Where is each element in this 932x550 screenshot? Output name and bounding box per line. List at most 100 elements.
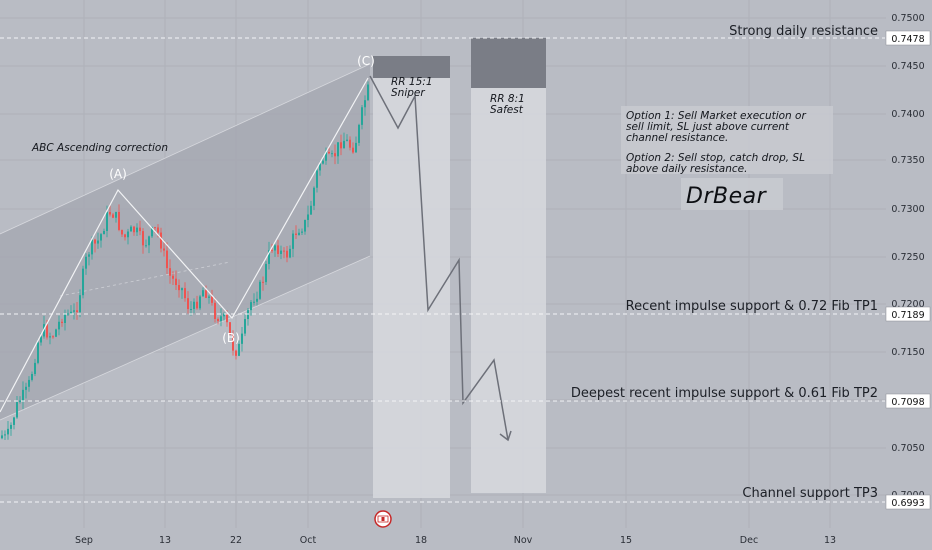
candle xyxy=(334,144,336,165)
candle xyxy=(52,335,54,339)
candle xyxy=(256,291,258,306)
abc-wave-line xyxy=(0,77,369,413)
candle xyxy=(88,251,90,266)
candle xyxy=(352,142,354,154)
options-line: Option 2: Sell stop, catch drop, SL xyxy=(626,152,805,164)
candle xyxy=(187,291,189,314)
level-label-tp2: Deepest recent impulse support & 0.61 Fi… xyxy=(571,386,878,401)
rr-safest-stop-zone xyxy=(471,38,546,88)
candle xyxy=(232,330,234,356)
time-tick-label: 18 xyxy=(415,535,427,546)
candle xyxy=(220,308,222,327)
rr-sniper-target-zone xyxy=(373,78,450,498)
candle xyxy=(4,430,6,440)
candle xyxy=(136,223,138,236)
candle xyxy=(304,219,306,235)
candle xyxy=(217,317,219,325)
candle xyxy=(289,245,291,259)
candle xyxy=(268,241,270,270)
time-tick-label: 13 xyxy=(159,535,171,546)
candle xyxy=(346,134,348,142)
candle xyxy=(301,228,303,235)
channel-upper-line xyxy=(0,63,371,235)
candle xyxy=(196,295,198,310)
time-tick-label: Oct xyxy=(300,535,317,546)
candle xyxy=(262,276,264,291)
candle xyxy=(295,225,297,240)
wave-label-b: (B) xyxy=(222,331,240,345)
candle xyxy=(310,200,312,215)
candle xyxy=(16,395,18,419)
candle xyxy=(7,420,9,440)
candle xyxy=(58,315,60,336)
candle xyxy=(202,287,204,297)
time-tick-label: 15 xyxy=(620,535,632,546)
price-tag-resistance-text: 0.7478 xyxy=(891,34,924,45)
mid-dashed-line xyxy=(59,261,231,297)
candle xyxy=(205,285,207,299)
price-tick-label: 0.7050 xyxy=(891,443,924,454)
candle xyxy=(244,314,246,337)
candlesticks xyxy=(1,81,369,440)
price-tag-tp3 xyxy=(885,494,931,510)
candle xyxy=(172,271,174,286)
time-axis[interactable] xyxy=(0,528,886,550)
candle xyxy=(340,134,342,156)
candle xyxy=(163,240,165,257)
candle xyxy=(22,381,24,410)
candle xyxy=(178,279,180,298)
options-line: channel resistance. xyxy=(626,132,728,144)
candle xyxy=(91,236,93,260)
candle xyxy=(28,376,30,392)
candle xyxy=(238,340,240,357)
time-tick-label: Sep xyxy=(75,535,93,546)
price-tick-label: 0.7200 xyxy=(891,299,924,310)
candle xyxy=(79,289,81,318)
canada-flag-event-icon[interactable] xyxy=(374,510,392,528)
candle xyxy=(124,233,126,241)
candle xyxy=(292,230,294,258)
candle xyxy=(184,282,186,302)
projection-path xyxy=(369,75,509,441)
price-tick-label: 0.7150 xyxy=(891,347,924,358)
candle xyxy=(85,253,87,275)
candle xyxy=(25,382,27,399)
candle xyxy=(67,309,69,316)
candle xyxy=(214,297,216,323)
candle xyxy=(316,168,318,193)
price-tick-label: 0.7400 xyxy=(891,109,924,120)
candle xyxy=(166,242,168,275)
price-tick-label: 0.7250 xyxy=(891,252,924,263)
candle xyxy=(274,244,276,257)
candle xyxy=(13,416,15,430)
candle xyxy=(133,225,135,236)
candle xyxy=(1,430,3,440)
candle xyxy=(130,225,132,232)
price-tag-tp2-text: 0.7098 xyxy=(891,397,924,408)
channel-lower-line xyxy=(0,255,371,421)
candle xyxy=(49,332,51,345)
price-tick-label: 0.7450 xyxy=(891,61,924,72)
candle xyxy=(55,328,57,338)
candle xyxy=(190,301,192,316)
candle xyxy=(208,294,210,304)
price-tags: 0.7478 0.7189 0.7098 0.6993 xyxy=(885,30,931,510)
price-tag-resistance xyxy=(885,30,931,46)
candle xyxy=(139,220,141,236)
level-label-tp1: Recent impulse support & 0.72 Fib TP1 xyxy=(626,299,878,314)
candle xyxy=(286,246,288,263)
price-axis[interactable] xyxy=(886,0,932,550)
projection-arrowhead xyxy=(499,430,512,442)
candle xyxy=(121,229,123,237)
price-tag-tp3-text: 0.6993 xyxy=(891,498,924,509)
candle xyxy=(142,228,144,254)
candle xyxy=(253,293,255,306)
candle xyxy=(127,228,129,245)
ascending-channel xyxy=(0,64,370,420)
candle xyxy=(112,212,114,219)
candle xyxy=(70,305,72,315)
candle xyxy=(229,321,231,335)
candle xyxy=(169,259,171,284)
